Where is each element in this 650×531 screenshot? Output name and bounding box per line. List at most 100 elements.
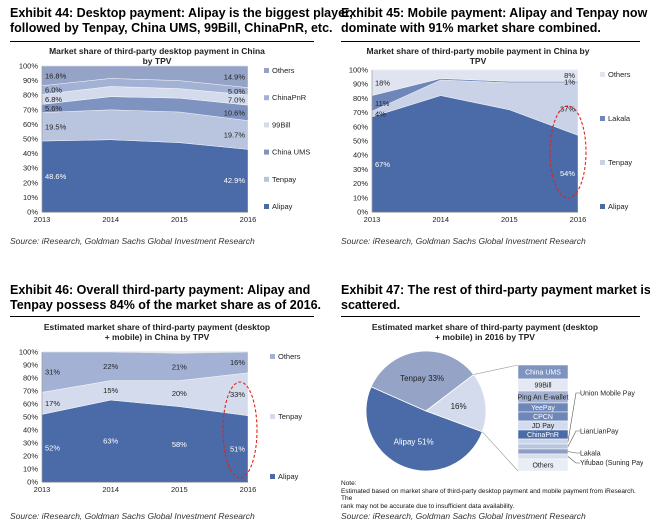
ex47-breakdown-label-chinapnr: ChinaPnR <box>527 432 559 439</box>
ex46-y-tick-label: 40% <box>23 426 38 435</box>
exhibit-46-title-line2: Tenpay possess 84% of the market share a… <box>10 298 322 312</box>
exhibit-47-source: Source: iResearch, Goldman Sachs Global … <box>341 511 586 521</box>
ex46-legend-swatch-alipay <box>270 474 275 479</box>
ex44-y-tick-label: 0% <box>27 208 38 217</box>
ex47-breakdown-segment-others <box>517 458 569 472</box>
ex47-pie-label-alipay: Alipay 51% <box>394 438 434 447</box>
ex46-data-label-others: 22% <box>103 362 118 371</box>
ex45-area-others <box>371 69 579 96</box>
ex46-data-label-alipay: 51% <box>230 444 245 453</box>
exhibit-45-chart-title-line2: TPV <box>469 56 487 66</box>
exhibit-46-chart-title: Estimated market share of third-party pa… <box>22 322 292 342</box>
ex47-breakdown-label-lianlianpay: LianLianPay <box>580 429 619 436</box>
ex46-x-tick-label: 2014 <box>102 485 119 494</box>
ex45-y-tick-label: 40% <box>353 151 368 160</box>
ex46-data-label-alipay: 63% <box>103 437 118 446</box>
ex44-y-tick-label: 70% <box>23 105 38 114</box>
exhibit-45-chart: 0% 10% 20% 30% 40% 50% 60% 70% 80% 90% 100% 2013 201… <box>349 66 633 225</box>
ex44-legend-swatch-china-ums <box>264 149 269 155</box>
exhibit-47-rule <box>341 316 640 317</box>
exhibit-47-title-line1: Exhibit 47: The rest of third-party paym… <box>341 283 650 297</box>
ex47-leader-line-yifubao-suning-pay <box>567 456 580 464</box>
ex45-y-tick-label: 100% <box>349 66 369 75</box>
ex45-y-tick-label: 60% <box>353 122 368 131</box>
ex45-y-tick-label: 10% <box>353 193 368 202</box>
exhibit-47-title: Exhibit 47: The rest of third-party paym… <box>341 283 650 313</box>
ex46-data-label-others: 31% <box>45 368 60 377</box>
ex46-data-label-tenpay: 17% <box>45 399 60 408</box>
ex44-data-label-99bill: 6.8% <box>45 95 62 104</box>
ex44-legend-label-chinapnr: ChinaPnR <box>272 93 307 102</box>
ex46-data-label-tenpay: 33% <box>230 390 245 399</box>
ex44-data-label-tenpay: 19.5% <box>45 122 67 131</box>
ex45-legend-swatch-alipay <box>600 204 605 209</box>
exhibit-47-chart-title-line2: + mobile) in 2016 by TPV <box>435 332 535 342</box>
ex45-highlight-ellipse <box>549 105 587 199</box>
ex47-breakdown-label-others: Others <box>532 463 554 470</box>
exhibit-44-chart-title: Market share of third-party desktop paym… <box>22 46 292 66</box>
ex46-legend-swatch-others <box>270 354 275 359</box>
ex46-area-alipay <box>41 399 249 483</box>
ex44-legend-swatch-tenpay <box>264 176 269 182</box>
ex44-data-label-99bill: 7.0% <box>228 96 245 105</box>
ex44-data-label-china-ums: 10.6% <box>224 108 246 117</box>
exhibit-46-source: Source: iResearch, Goldman Sachs Global … <box>10 511 255 521</box>
ex44-data-label-alipay: 48.6% <box>45 172 67 181</box>
ex45-legend-label-tenpay: Tenpay <box>608 158 632 167</box>
exhibit-45-rule <box>341 41 640 42</box>
ex46-data-label-tenpay: 20% <box>172 389 187 398</box>
exhibit-46-title-line1: Exhibit 46: Overall third-party payment:… <box>10 283 311 297</box>
ex46-x-tick-label: 2016 <box>240 485 257 494</box>
exhibit-46-chart: 0% 10% 20% 30% 40% 50% 60% 70% 80% 90% 100% 2013 201… <box>19 348 303 495</box>
ex47-connector-line <box>482 431 519 472</box>
ex47-connector-line <box>473 364 519 375</box>
ex44-y-tick-label: 40% <box>23 149 38 158</box>
exhibit-45-title: Exhibit 45: Mobile payment: Alipay and T… <box>341 6 647 36</box>
exhibit-47-chart-title: Estimated market share of third-party pa… <box>350 322 620 342</box>
ex46-y-tick-label: 60% <box>23 400 38 409</box>
ex44-x-tick-label: 2016 <box>240 215 257 224</box>
ex45-data-label-others: 8% <box>564 71 575 80</box>
ex44-legend-label-others: Others <box>272 66 295 75</box>
exhibit-44-rule <box>10 41 314 42</box>
ex47-breakdown-label-jd-pay: JD Pay <box>532 423 555 430</box>
exhibit-46-chart-title-line1: Estimated market share of third-party pa… <box>43 322 271 332</box>
ex47-breakdown-label-ping-an-e-wallet: Ping An E-wallet <box>518 395 569 402</box>
ex44-legend-swatch-chinapnr <box>264 95 269 101</box>
ex46-x-tick-label: 2015 <box>171 485 188 494</box>
ex46-y-tick-label: 100% <box>19 348 39 357</box>
ex47-pie-label-rest: 16% <box>451 402 467 411</box>
exhibit-46-rule <box>10 316 314 317</box>
ex44-data-label-alipay: 42.9% <box>224 176 246 185</box>
ex45-legend-swatch-others <box>600 72 605 77</box>
ex45-y-tick-label: 50% <box>353 137 368 146</box>
ex47-breakdown-segment-lianlianpay <box>517 443 569 450</box>
ex47-breakdown-segment-yifubao-suning-pay <box>517 453 569 460</box>
exhibit-44-chart-title-line2: by TPV <box>142 56 172 66</box>
ex45-legend-swatch-tenpay <box>600 160 605 165</box>
ex46-data-label-alipay: 58% <box>172 440 187 449</box>
exhibit-47-note: Note: Estimated based on market share of… <box>341 480 641 510</box>
ex44-legend-swatch-others <box>264 68 269 73</box>
ex44-x-tick-label: 2013 <box>34 215 51 224</box>
exhibit-45-title-line1: Exhibit 45: Mobile payment: Alipay and T… <box>341 6 648 20</box>
ex47-leader-line-union-mobile-pay <box>567 392 580 442</box>
exhibit-47-note-line1: Note: <box>341 480 357 487</box>
ex44-data-label-chinapnr: 5.0% <box>228 87 245 96</box>
ex46-data-label-others: 16% <box>230 358 245 367</box>
exhibit-47-note-line3: rank may not be accurate due to insuffic… <box>341 502 515 510</box>
ex45-legend-label-alipay: Alipay <box>608 202 629 211</box>
ex47-breakdown-label-lakala: Lakala <box>580 451 601 458</box>
ex46-y-tick-label: 90% <box>23 361 38 370</box>
ex45-data-label-tenpay: 37% <box>560 105 575 114</box>
ex47-pie-slice-tenpay <box>370 350 475 412</box>
exhibit-47-chart-title-line1: Estimated market share of third-party pa… <box>371 322 599 332</box>
ex46-y-tick-label: 30% <box>23 439 38 448</box>
exhibit-45-source: Source: iResearch, Goldman Sachs Global … <box>341 236 586 246</box>
ex47-breakdown-label-yeepay: YeePay <box>531 405 555 412</box>
ex44-area-others <box>41 65 249 88</box>
ex44-area-alipay <box>41 139 249 213</box>
ex44-legend-label-99bill: 99Bill <box>272 120 291 129</box>
ex44-y-tick-label: 80% <box>23 91 38 100</box>
ex44-data-label-others: 16.8% <box>45 71 67 80</box>
